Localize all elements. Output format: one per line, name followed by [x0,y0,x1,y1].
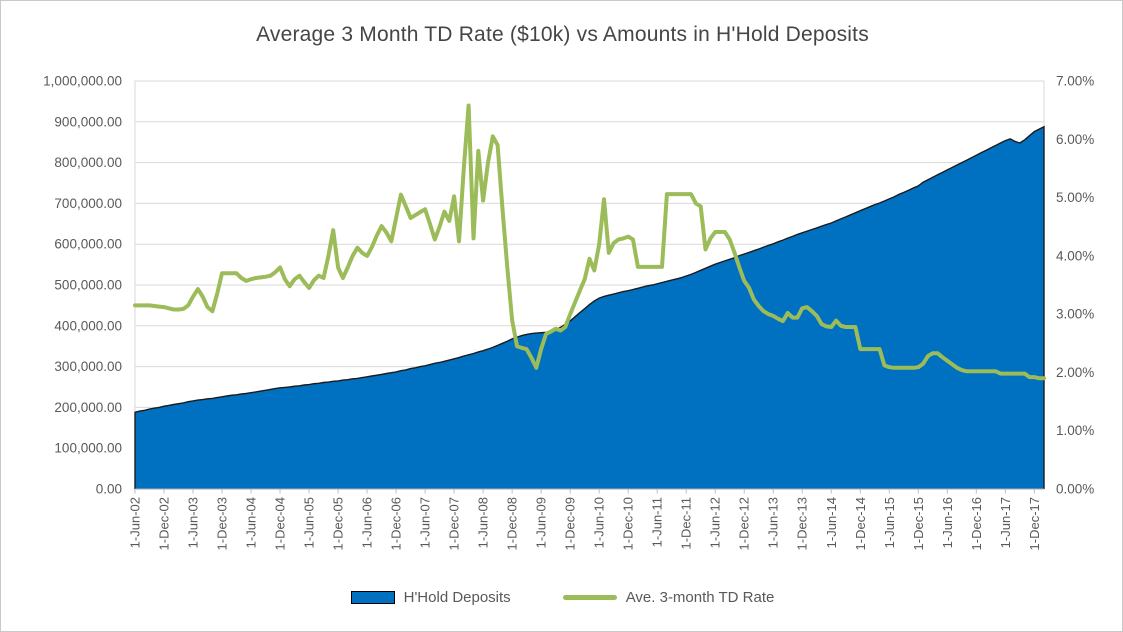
deposits-area [135,127,1044,489]
x-tick-label: 1-Dec-02 [157,497,172,550]
x-tick-label: 1-Dec-09 [563,497,578,550]
y-left-tick-label: 900,000.00 [54,114,122,129]
td-rate-line-swatch [563,595,617,600]
x-tick-label: 1-Dec-04 [273,497,288,550]
y-right-tick-label: 5.00% [1056,190,1094,205]
x-tick-label: 1-Dec-06 [389,497,404,550]
y-right-tick-label: 3.00% [1056,307,1094,322]
y-right-tick-label: 2.00% [1056,365,1094,380]
chart-canvas: Average 3 Month TD Rate ($10k) vs Amount… [0,0,1123,632]
x-tick-label: 1-Dec-16 [969,497,984,550]
x-tick-label: 1-Jun-17 [998,497,1013,548]
y-left-tick-label: 200,000.00 [54,400,122,415]
x-tick-label: 1-Jun-11 [650,497,665,547]
deposits-area-swatch [351,591,395,604]
x-tick-label: 1-Jun-14 [824,497,839,548]
x-tick-label: 1-Dec-10 [621,497,636,550]
x-tick-label: 1-Dec-13 [795,497,810,550]
x-tick-label: 1-Jun-16 [940,497,955,548]
x-tick-label: 1-Jun-15 [882,497,897,548]
x-tick-label: 1-Jun-12 [708,497,723,548]
x-tick-label: 1-Dec-15 [911,497,926,550]
x-tick-label: 1-Dec-12 [737,497,752,550]
legend-label-td-rate: Ave. 3-month TD Rate [626,589,775,606]
x-tick-label: 1-Dec-03 [215,497,230,550]
x-tick-label: 1-Jun-07 [418,497,433,548]
y-left-tick-label: 500,000.00 [54,278,122,293]
y-left-tick-label: 400,000.00 [54,318,122,333]
y-left-tick-label: 800,000.00 [54,155,122,170]
y-left-tick-label: 100,000.00 [54,441,122,456]
x-tick-label: 1-Dec-17 [1027,497,1042,550]
y-left-tick-label: 600,000.00 [54,237,122,252]
x-tick-label: 1-Jun-08 [476,497,491,548]
y-left-tick-label: 0.00 [96,482,122,497]
x-tick-label: 1-Dec-14 [853,497,868,550]
x-tick-label: 1-Jun-09 [534,497,549,548]
x-tick-label: 1-Jun-10 [592,497,607,548]
y-right-tick-label: 1.00% [1056,423,1094,438]
y-right-tick-label: 7.00% [1056,74,1094,89]
x-tick-label: 1-Dec-05 [331,497,346,550]
legend: H'Hold Deposits Ave. 3-month TD Rate [1,589,1123,606]
legend-item-deposits: H'Hold Deposits [351,589,511,606]
x-tick-label: 1-Jun-03 [186,497,201,548]
plot-area: 1-Jun-02 1-Dec-02 1-Jun-03 1-Dec-03 1-Jun-04… [1,1,1123,632]
legend-label-deposits: H'Hold Deposits [404,589,511,606]
legend-item-td-rate: Ave. 3-month TD Rate [563,589,775,606]
x-tick-label: 1-Dec-08 [505,497,520,550]
y-left-tick-label: 300,000.00 [54,359,122,374]
x-tick-label: 1-Dec-11 [679,497,694,550]
x-tick-label: 1-Jun-05 [302,497,317,548]
x-tick-label: 1-Jun-02 [128,497,143,548]
y-left-tick-label: 1,000,000.00 [43,74,122,89]
y-right-tick-label: 4.00% [1056,248,1094,263]
x-tick-label: 1-Jun-04 [244,497,259,548]
x-tick-label: 1-Jun-06 [360,497,375,548]
y-left-tick-label: 700,000.00 [54,196,122,211]
y-right-tick-label: 6.00% [1056,132,1094,147]
x-tick-label: 1-Jun-13 [766,497,781,548]
y-right-tick-label: 0.00% [1056,482,1094,497]
x-tick-label: 1-Dec-07 [447,497,462,550]
